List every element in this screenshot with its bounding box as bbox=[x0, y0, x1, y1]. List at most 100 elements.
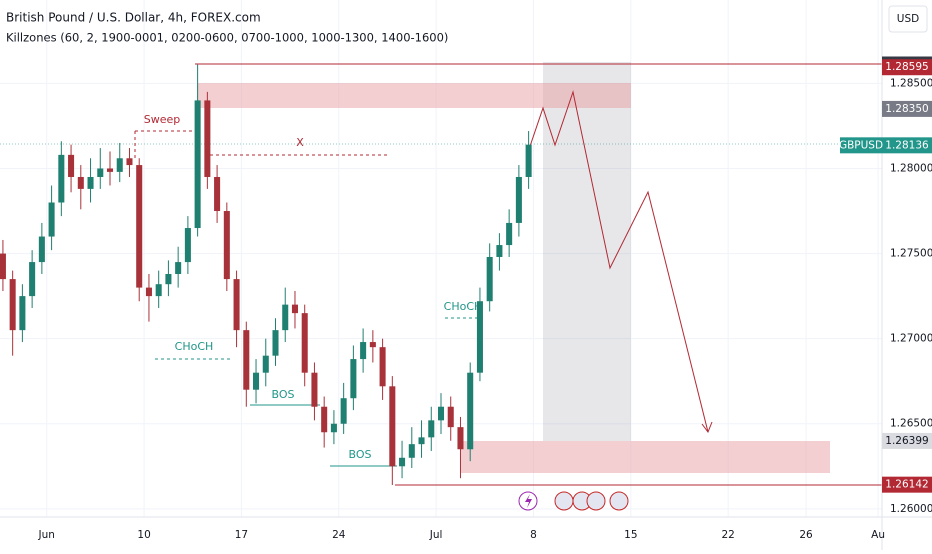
candle-body bbox=[476, 301, 483, 373]
candle-body bbox=[467, 372, 474, 450]
projection bbox=[526, 90, 709, 433]
x-tick-label: 17 bbox=[235, 529, 248, 541]
candle-body bbox=[369, 342, 376, 348]
x-tick-label: 22 bbox=[721, 529, 734, 541]
candle-body bbox=[184, 228, 191, 263]
candle-body bbox=[155, 284, 162, 297]
x-tick-label: 24 bbox=[332, 529, 346, 541]
candle-body bbox=[38, 236, 45, 263]
range-box bbox=[543, 62, 631, 441]
candle-body bbox=[106, 168, 114, 172]
x-tick-label: 8 bbox=[530, 529, 537, 541]
candle-body bbox=[437, 406, 445, 421]
candle-body bbox=[19, 296, 26, 331]
demand-zone bbox=[461, 441, 830, 473]
currency-button[interactable] bbox=[888, 5, 928, 33]
annotation: X bbox=[296, 136, 304, 149]
y-tick-label: 1.26000 bbox=[890, 503, 932, 515]
candle-body bbox=[350, 359, 357, 399]
candle-body bbox=[58, 154, 65, 203]
candle-body bbox=[506, 222, 513, 246]
candle-body bbox=[223, 211, 230, 280]
flag-icon bbox=[586, 491, 606, 511]
symbol-tag bbox=[840, 137, 882, 154]
flag-icon bbox=[609, 491, 629, 511]
y-tick-label: 1.28500 bbox=[890, 77, 932, 89]
price-marker-label: 1.26142 bbox=[885, 479, 928, 491]
candle-body bbox=[0, 253, 6, 280]
price-marker bbox=[882, 100, 932, 117]
chart-title: British Pound / U.S. Dollar, 4h, FOREX.c… bbox=[6, 11, 261, 25]
candle-body bbox=[525, 144, 532, 177]
candle-body bbox=[457, 427, 464, 450]
candle-body bbox=[68, 154, 75, 177]
event-icon bbox=[525, 494, 532, 508]
x-tick-label: Jul bbox=[429, 529, 443, 541]
price-marker-label: 1.28350 bbox=[885, 103, 928, 115]
chart-subtitle: Killzones (60, 2, 1900-0001, 0200-0600, … bbox=[6, 31, 448, 45]
candle-body bbox=[311, 372, 318, 407]
supply-zone bbox=[197, 83, 631, 108]
candle-body bbox=[428, 420, 435, 438]
candle-body bbox=[301, 313, 308, 373]
candle-body bbox=[253, 372, 260, 390]
y-tick-label: 1.26500 bbox=[890, 418, 932, 430]
annotation: BOS bbox=[272, 388, 295, 401]
candle-body bbox=[486, 256, 493, 302]
candle-body bbox=[145, 287, 152, 297]
x-tick-label: 15 bbox=[624, 529, 637, 541]
symbol-label: GBPUSD bbox=[839, 139, 883, 151]
x-tick-label: 10 bbox=[137, 529, 150, 541]
candle-body bbox=[408, 444, 415, 458]
candle-body bbox=[379, 347, 386, 387]
price-marker-label: 1.28595 bbox=[885, 61, 928, 73]
flag-icon bbox=[554, 491, 574, 511]
candle-body bbox=[233, 279, 240, 331]
x-tick-label: Jun bbox=[38, 529, 55, 541]
candle-body bbox=[87, 176, 94, 189]
candle-body bbox=[340, 398, 347, 424]
annotation: CHoCH bbox=[444, 300, 483, 313]
price-marker-label: 1.26399 bbox=[885, 435, 928, 447]
candle-body bbox=[97, 168, 104, 177]
candle-body bbox=[194, 100, 201, 229]
candle-body bbox=[389, 386, 396, 467]
candles bbox=[0, 64, 532, 486]
y-tick-label: 1.27000 bbox=[890, 333, 932, 345]
candle-body bbox=[262, 355, 269, 373]
candle-body bbox=[29, 262, 36, 297]
candle-body bbox=[9, 279, 16, 331]
price-marker-label: 1.28136 bbox=[885, 139, 929, 151]
candle-body bbox=[214, 176, 221, 212]
candle-body bbox=[282, 304, 289, 331]
candle-body bbox=[360, 342, 367, 360]
price-marker bbox=[882, 59, 932, 76]
candle-body bbox=[136, 165, 143, 288]
axis-labels: 1.26000 1.26500 1.27000 1.27500 1.28000 1.285… bbox=[38, 56, 932, 541]
price-marker bbox=[882, 137, 932, 154]
candle-body bbox=[116, 158, 123, 172]
candle-body bbox=[77, 176, 84, 189]
candle-body bbox=[175, 262, 182, 274]
arrow-head bbox=[701, 421, 713, 434]
annotation: BOS bbox=[349, 448, 372, 461]
x-tick-label: Au bbox=[871, 529, 885, 541]
candle-body bbox=[399, 457, 406, 467]
annotation: Sweep bbox=[144, 113, 181, 126]
currency[interactable]: USD bbox=[897, 13, 919, 25]
candle-body bbox=[126, 158, 133, 166]
candle-body bbox=[165, 273, 172, 285]
candle-body bbox=[321, 406, 328, 433]
candle-body bbox=[515, 176, 522, 223]
candle-body bbox=[272, 330, 279, 356]
candle-body bbox=[418, 437, 425, 445]
candle-body bbox=[330, 423, 337, 433]
candle-body bbox=[243, 330, 250, 390]
price-marker bbox=[882, 432, 932, 449]
candle-body bbox=[447, 406, 454, 428]
y-tick-label: 1.27500 bbox=[890, 248, 932, 260]
candle-body bbox=[204, 100, 211, 177]
candle-body bbox=[291, 304, 298, 314]
